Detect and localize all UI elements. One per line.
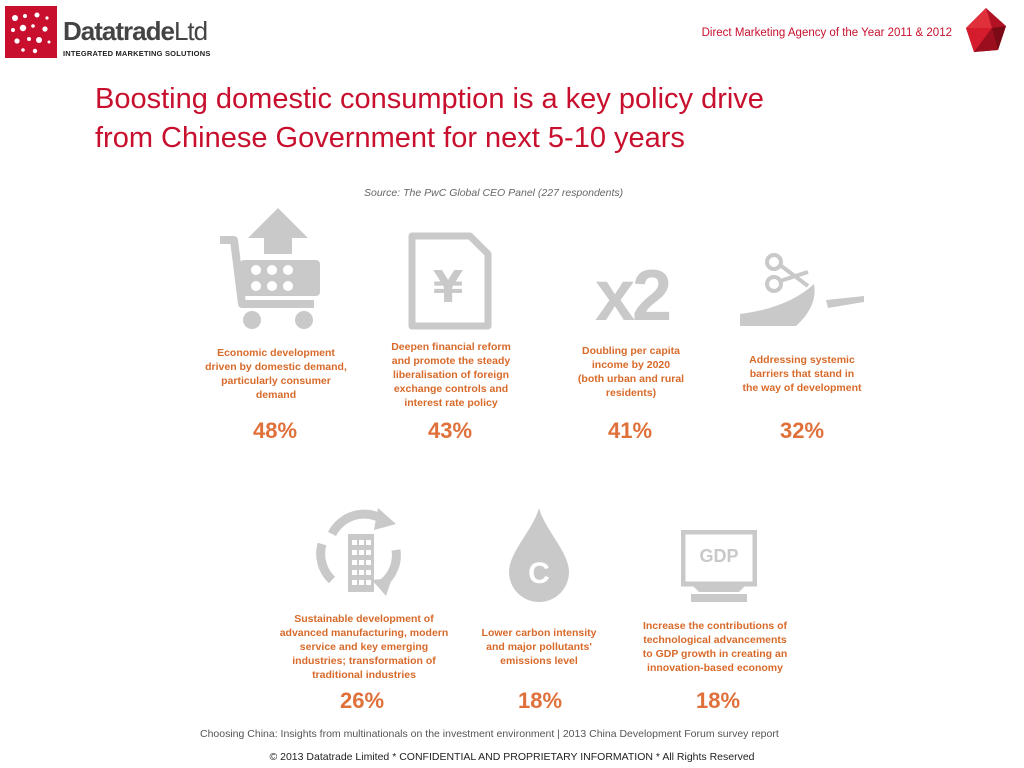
gdp-monitor-icon: GDP — [681, 530, 757, 606]
item-description-3: Doubling per capita income by 2020 (both… — [577, 345, 685, 399]
logo-mark — [5, 6, 57, 58]
item-description-5: Sustainable development of advanced manu… — [279, 613, 449, 681]
item-description-6: Lower carbon intensity and major polluta… — [481, 627, 597, 667]
logo-dots-icon — [11, 12, 51, 54]
drop-letter: C — [528, 557, 550, 590]
item-description-7: Increase the contributions of technologi… — [642, 620, 788, 674]
logo-suffix: Ltd — [173, 16, 208, 46]
scissors-icon — [740, 253, 864, 326]
item-percent-2: 43% — [427, 418, 473, 443]
title-line-1: Boosting domestic consumption is a key p… — [95, 83, 764, 115]
item-description-4: Addressing systemic barriers that stand … — [742, 354, 862, 394]
item-description-2: Deepen financial reform and promote the … — [391, 341, 511, 409]
item-percent-1: 48% — [252, 418, 298, 443]
report-caption: Choosing China: Insights from multinatio… — [200, 728, 779, 740]
shopping-cart-arrow-icon — [220, 208, 320, 329]
logo-text: DatatradeLtd — [63, 16, 208, 47]
item-percent-5: 26% — [339, 688, 385, 713]
logo-tagline: INTEGRATED MARKETING SOLUTIONS — [63, 49, 211, 58]
recycle-building-icon — [316, 508, 401, 596]
item-percent-7: 18% — [695, 688, 741, 713]
item-percent-6: 18% — [517, 688, 563, 713]
item-percent-4: 32% — [779, 418, 825, 443]
company-logo: DatatradeLtd INTEGRATED MARKETING SOLUTI… — [5, 6, 210, 62]
item-percent-3: 41% — [607, 418, 653, 443]
award-text: Direct Marketing Agency of the Year 2011… — [701, 27, 952, 39]
svg-text:¥: ¥ — [433, 262, 464, 313]
yen-document-icon: ¥ — [408, 232, 492, 330]
item-description-1: Economic development driven by domestic … — [205, 347, 347, 401]
monitor-shape — [681, 530, 757, 602]
source-note: Source: The PwC Global CEO Panel (227 re… — [364, 187, 624, 199]
x2-icon: x2 — [594, 256, 672, 336]
gem-logo-icon — [966, 8, 1006, 52]
title-line-2: from Chinese Government for next 5-10 ye… — [95, 122, 685, 154]
logo-name: Datatrade — [63, 16, 175, 46]
carbon-drop-icon: C — [505, 508, 573, 604]
drop-shape — [509, 508, 569, 602]
monitor-label: GDP — [699, 546, 739, 566]
page-footer: © 2013 Datatrade Limited * CONFIDENTIAL … — [269, 751, 755, 763]
page-title: Boosting domestic consumption is a key p… — [95, 80, 935, 158]
